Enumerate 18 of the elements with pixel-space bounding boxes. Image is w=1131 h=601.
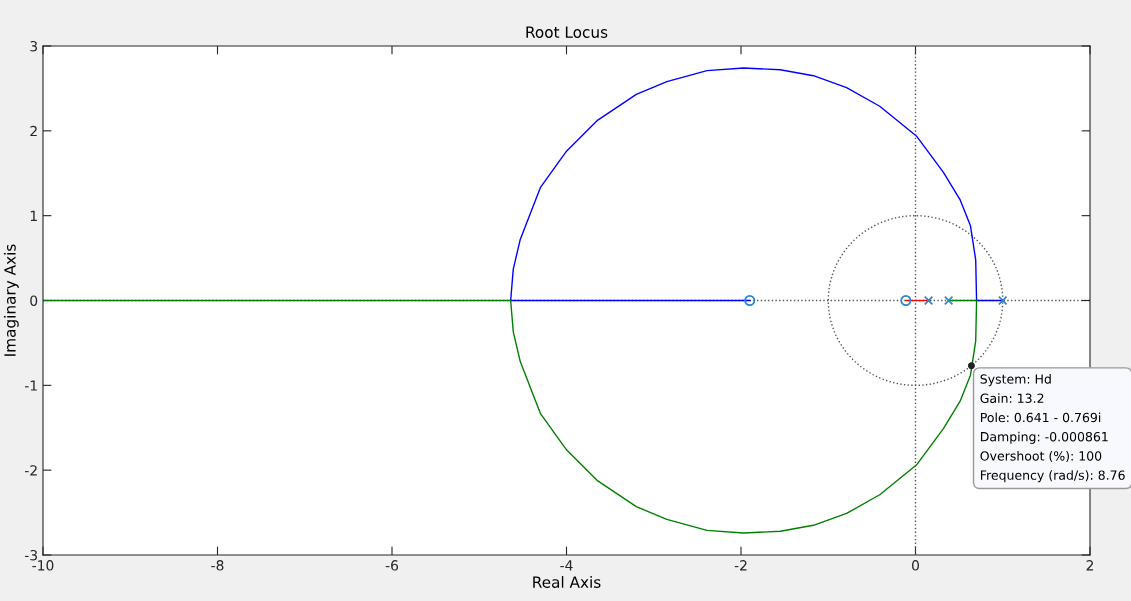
x-tick-label: -8 xyxy=(211,560,224,571)
x-tick-label: -4 xyxy=(560,560,573,571)
y-tick-label: 0 xyxy=(30,295,38,306)
x-axis-title: Real Axis xyxy=(533,576,601,588)
y-tick-label: 3 xyxy=(30,40,38,52)
y-tick-label: 1 xyxy=(30,210,37,221)
y-tick-label: -3 xyxy=(24,549,38,561)
x-tick-label: 2 xyxy=(1086,560,1094,571)
y-axis-title: Imaginary Axis xyxy=(3,244,19,356)
x-tick-label: -2 xyxy=(734,560,747,571)
x-tick-label: 0 xyxy=(912,560,919,571)
y-tick-label: 2 xyxy=(30,125,37,137)
x-tick-label: -10 xyxy=(32,560,54,571)
x-tick-label: -6 xyxy=(385,560,399,571)
chart-title: Root Locus xyxy=(526,26,608,38)
y-tick-label: -1 xyxy=(24,380,37,391)
y-tick-label: -2 xyxy=(24,465,37,476)
annotation: System: Hd Gain: 13.2 Pole: 0.641 - 0.769i Damping: -0.000861 Overshoot (%): 100 Frequency (rad/s): 8.76 xyxy=(980,374,1125,483)
